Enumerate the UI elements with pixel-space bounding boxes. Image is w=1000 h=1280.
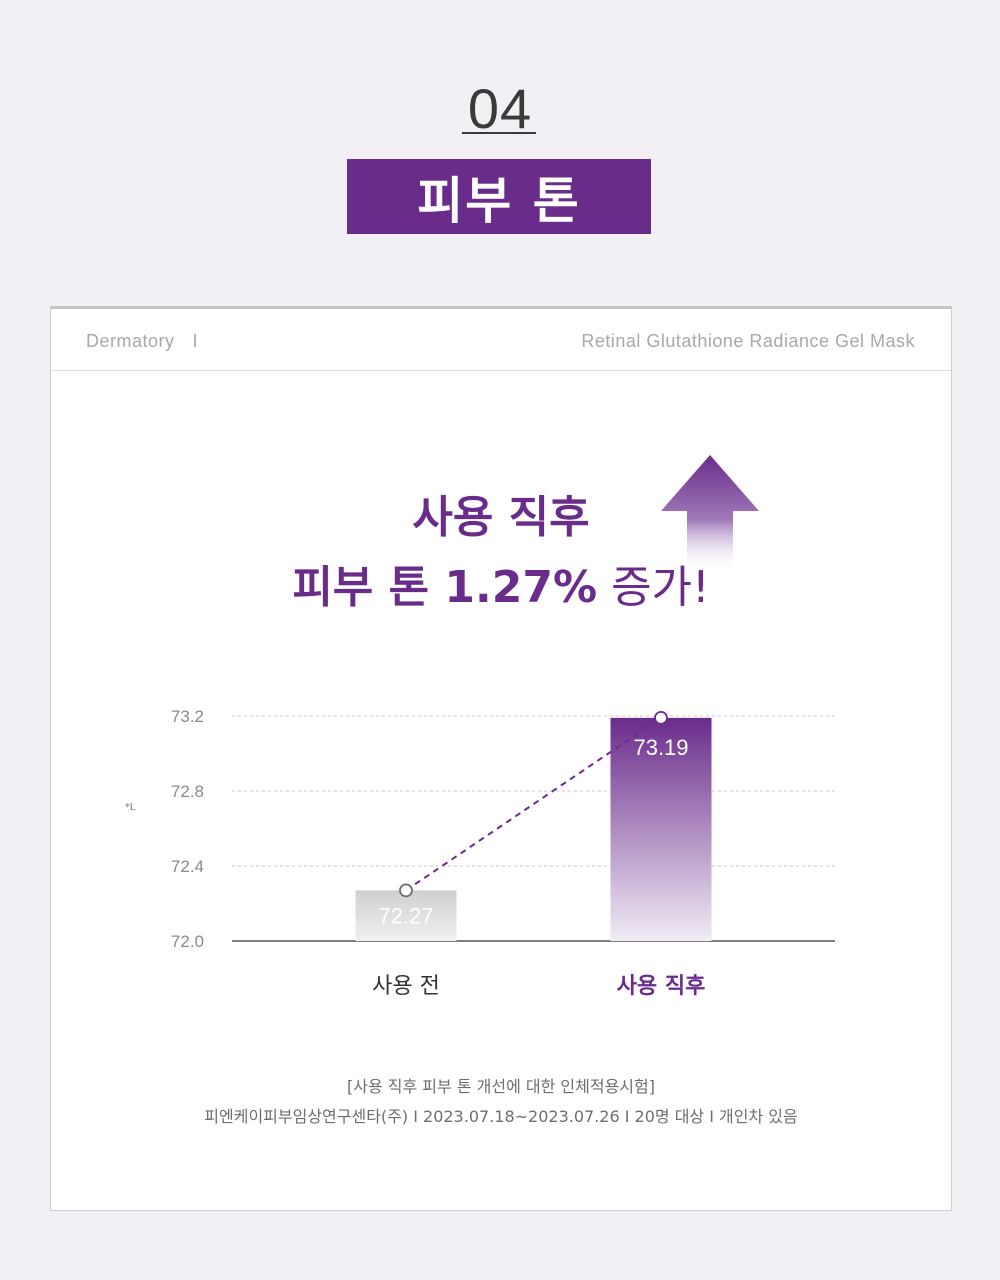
- brand-label: Dermatory I: [86, 331, 198, 352]
- brand-separator: I: [192, 331, 199, 351]
- headline-bold: 피부 톤 1.27%: [292, 562, 598, 613]
- x-category-label: 사용 직후: [617, 974, 706, 999]
- footnote-details: 피엔케이피부임상연구센타(주) I 2023.07.18~2023.07.26 …: [204, 1107, 798, 1126]
- bar-before: [355, 890, 457, 941]
- result-card: Dermatory I Retinal Glutathione Radiance …: [50, 306, 952, 1211]
- bar-after: [610, 717, 712, 941]
- brand-name: Dermatory: [86, 331, 175, 351]
- headline-line1: 사용 직후: [412, 492, 590, 543]
- up-arrow-icon: [661, 455, 759, 573]
- y-tick-label: 72.8: [171, 782, 204, 801]
- headline-line2: 피부 톤 1.27% 증가!: [51, 551, 951, 615]
- bar-value-label: 72.27: [378, 903, 433, 928]
- y-axis-label: *L: [125, 802, 136, 813]
- trend-line: [405, 717, 662, 892]
- footnote-title: [사용 직후 피부 톤 개선에 대한 인체적용시험]: [347, 1077, 655, 1096]
- trend-point: [399, 883, 413, 898]
- card-header: Dermatory I Retinal Glutathione Radiance …: [51, 309, 951, 371]
- section-underline: [462, 132, 536, 134]
- trend-point: [654, 710, 668, 725]
- title-banner: 피부 톤: [347, 159, 651, 234]
- bar-chart: *L 72.0 72.4 72.8 73.2 72.27 사용 전 73.19 사용 직후: [125, 707, 835, 999]
- bar-value-label: 73.19: [633, 735, 688, 760]
- section-number: 04: [467, 77, 533, 140]
- product-name: Retinal Glutathione Radiance Gel Mask: [581, 331, 915, 351]
- section-title: 피부 톤: [417, 171, 581, 230]
- y-tick-label: 72.0: [171, 932, 204, 951]
- y-tick-label: 73.2: [171, 707, 204, 726]
- x-category-label: 사용 전: [372, 974, 440, 999]
- y-tick-label: 72.4: [171, 857, 204, 876]
